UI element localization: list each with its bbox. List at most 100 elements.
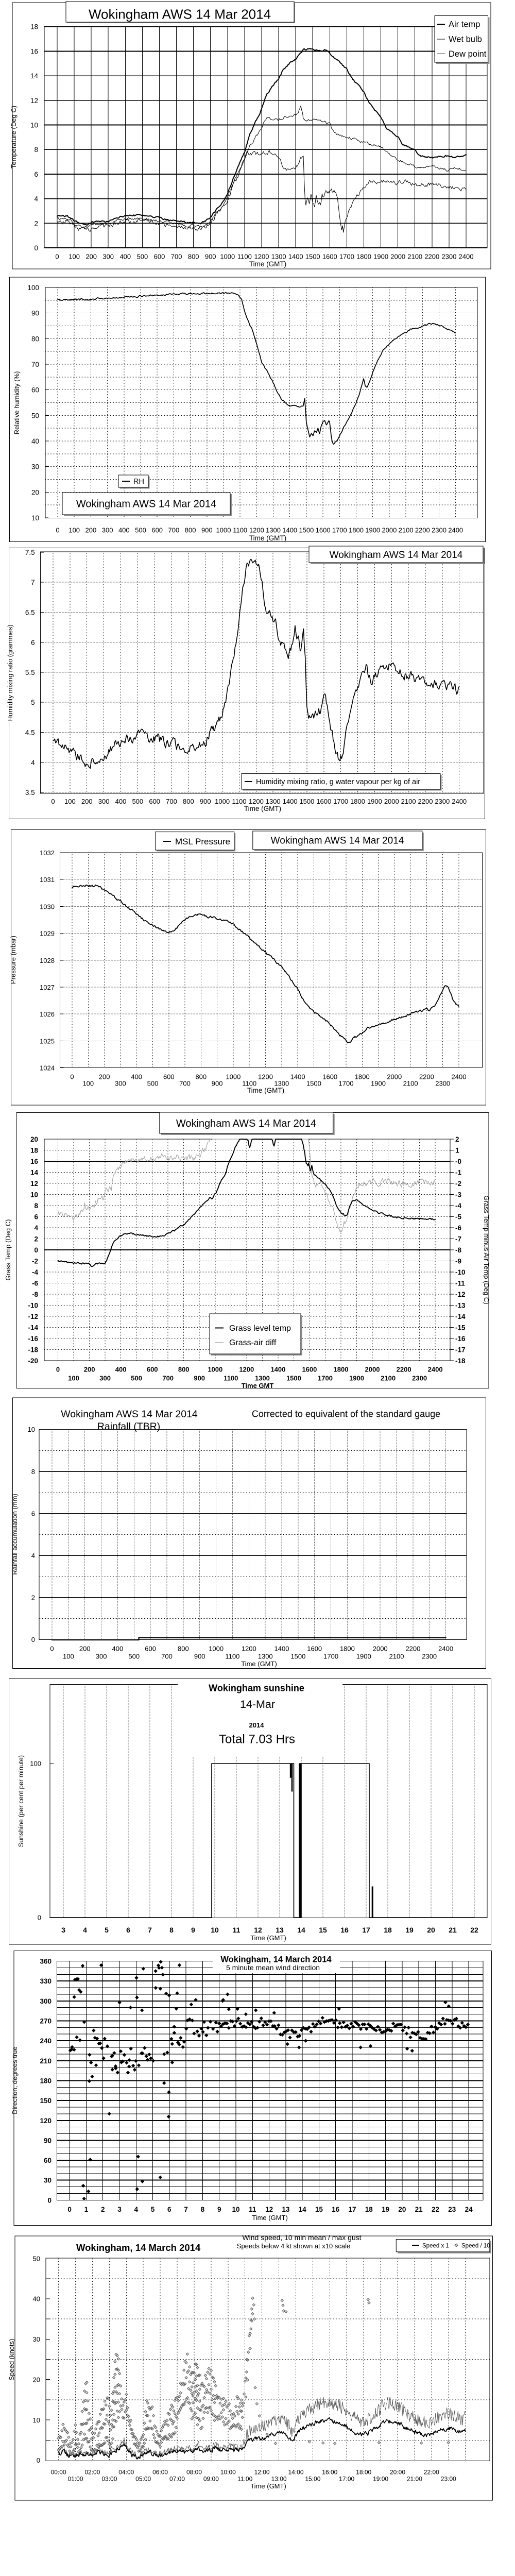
svg-text:1600: 1600 xyxy=(316,798,331,805)
svg-text:3: 3 xyxy=(117,2206,122,2213)
svg-text:14: 14 xyxy=(30,1169,39,1177)
svg-text:1800: 1800 xyxy=(349,527,364,534)
svg-text:15: 15 xyxy=(319,1926,327,1934)
svg-text:5 minute mean wind direction: 5 minute mean wind direction xyxy=(226,1963,320,1972)
svg-text:2300: 2300 xyxy=(422,1652,437,1660)
svg-text:Speed / 10: Speed / 10 xyxy=(461,2243,490,2249)
svg-text:Wokingham AWS 14 Mar 2014: Wokingham AWS 14 Mar 2014 xyxy=(176,1118,316,1129)
svg-text:500: 500 xyxy=(137,253,148,261)
svg-text:14: 14 xyxy=(299,2206,307,2213)
svg-text:20:00: 20:00 xyxy=(390,2469,405,2476)
svg-text:0: 0 xyxy=(34,1246,38,1254)
svg-text:Direction, degrees true: Direction, degrees true xyxy=(11,2046,19,2114)
svg-text:40: 40 xyxy=(33,2295,40,2303)
svg-text:17:00: 17:00 xyxy=(339,2476,354,2483)
svg-text:30: 30 xyxy=(33,2335,40,2343)
svg-text:RH: RH xyxy=(133,478,144,486)
svg-text:1024: 1024 xyxy=(40,1064,55,1072)
svg-text:2000: 2000 xyxy=(387,1073,402,1080)
svg-text:11: 11 xyxy=(249,2206,256,2213)
svg-text:900: 900 xyxy=(201,527,213,534)
svg-text:1100: 1100 xyxy=(232,798,247,805)
svg-text:1: 1 xyxy=(455,1147,459,1155)
svg-text:100: 100 xyxy=(64,798,76,805)
svg-text:Corrected to equivalent of the: Corrected to equivalent of the standard … xyxy=(252,1409,440,1419)
svg-text:1600: 1600 xyxy=(322,1073,337,1080)
svg-text:0: 0 xyxy=(55,253,59,261)
svg-text:40: 40 xyxy=(31,437,39,445)
svg-text:2100: 2100 xyxy=(401,798,416,805)
svg-text:10: 10 xyxy=(211,1926,219,1934)
svg-text:800: 800 xyxy=(185,527,196,534)
svg-text:1900: 1900 xyxy=(356,1652,371,1660)
svg-text:1100: 1100 xyxy=(233,527,247,534)
svg-text:20: 20 xyxy=(30,1136,38,1143)
svg-text:2100: 2100 xyxy=(381,1374,396,1382)
svg-text:500: 500 xyxy=(132,798,143,805)
svg-text:23:00: 23:00 xyxy=(441,2476,456,2483)
svg-text:60: 60 xyxy=(31,386,39,394)
svg-text:18:00: 18:00 xyxy=(356,2469,371,2476)
svg-text:1700: 1700 xyxy=(339,253,354,261)
svg-text:2300: 2300 xyxy=(435,798,450,805)
svg-text:16:00: 16:00 xyxy=(322,2469,337,2476)
svg-text:1400: 1400 xyxy=(274,1645,289,1653)
svg-text:Temperature (Deg C): Temperature (Deg C) xyxy=(10,106,18,168)
svg-text:00:00: 00:00 xyxy=(51,2469,66,2476)
svg-text:5: 5 xyxy=(31,699,35,706)
svg-text:2000: 2000 xyxy=(373,1645,388,1653)
svg-text:2100: 2100 xyxy=(407,253,422,261)
svg-text:4: 4 xyxy=(34,195,38,203)
svg-text:1200: 1200 xyxy=(239,1365,254,1373)
svg-text:Time (GMT): Time (GMT) xyxy=(250,2482,286,2490)
svg-text:200: 200 xyxy=(84,1365,95,1373)
svg-text:400: 400 xyxy=(112,1645,124,1653)
svg-text:Rainfall (TBR): Rainfall (TBR) xyxy=(97,1421,160,1432)
svg-text:1200: 1200 xyxy=(254,253,269,261)
svg-text:1800: 1800 xyxy=(356,253,371,261)
svg-text:-14: -14 xyxy=(455,1313,466,1320)
svg-text:-11: -11 xyxy=(455,1280,465,1287)
svg-text:1000: 1000 xyxy=(226,1073,241,1080)
svg-text:3: 3 xyxy=(61,1926,65,1934)
svg-text:Speed x 1: Speed x 1 xyxy=(422,2243,449,2249)
svg-text:-18: -18 xyxy=(455,1357,466,1365)
svg-text:1400: 1400 xyxy=(270,1365,285,1373)
svg-text:Dew point: Dew point xyxy=(449,49,487,59)
svg-text:6: 6 xyxy=(34,171,38,178)
svg-text:10: 10 xyxy=(31,514,39,522)
svg-text:0: 0 xyxy=(47,2196,52,2204)
svg-text:9: 9 xyxy=(191,1926,195,1934)
svg-text:30: 30 xyxy=(31,463,39,471)
svg-text:-12: -12 xyxy=(28,1313,38,1320)
svg-text:2200: 2200 xyxy=(405,1645,420,1653)
svg-text:14:00: 14:00 xyxy=(288,2469,303,2476)
svg-text:13: 13 xyxy=(282,2206,290,2213)
svg-text:360: 360 xyxy=(40,1958,52,1965)
svg-text:21: 21 xyxy=(449,1926,457,1934)
svg-text:09:00: 09:00 xyxy=(203,2476,219,2483)
svg-text:1400: 1400 xyxy=(282,527,297,534)
svg-text:1000: 1000 xyxy=(208,1365,222,1373)
svg-text:1700: 1700 xyxy=(333,798,348,805)
svg-text:2300: 2300 xyxy=(412,1374,427,1382)
svg-text:1600: 1600 xyxy=(316,527,331,534)
svg-text:90: 90 xyxy=(31,310,39,317)
svg-text:900: 900 xyxy=(194,1374,205,1382)
svg-text:1700: 1700 xyxy=(323,1652,338,1660)
svg-text:200: 200 xyxy=(85,253,97,261)
svg-text:800: 800 xyxy=(178,1365,190,1373)
svg-text:06:00: 06:00 xyxy=(152,2469,168,2476)
svg-text:21:00: 21:00 xyxy=(407,2476,422,2483)
svg-text:-14: -14 xyxy=(28,1324,38,1332)
svg-text:Rainfall accumulation (mm): Rainfall accumulation (mm) xyxy=(11,1494,19,1575)
svg-text:6: 6 xyxy=(167,2206,171,2213)
svg-text:18: 18 xyxy=(384,1926,392,1934)
svg-text:1400: 1400 xyxy=(283,798,298,805)
svg-text:60: 60 xyxy=(44,2157,52,2164)
svg-text:2000: 2000 xyxy=(382,527,397,534)
svg-text:10: 10 xyxy=(30,1191,38,1199)
svg-text:Time (GMT): Time (GMT) xyxy=(241,1660,277,1668)
svg-text:1600: 1600 xyxy=(302,1365,317,1373)
svg-text:1500: 1500 xyxy=(299,527,314,534)
